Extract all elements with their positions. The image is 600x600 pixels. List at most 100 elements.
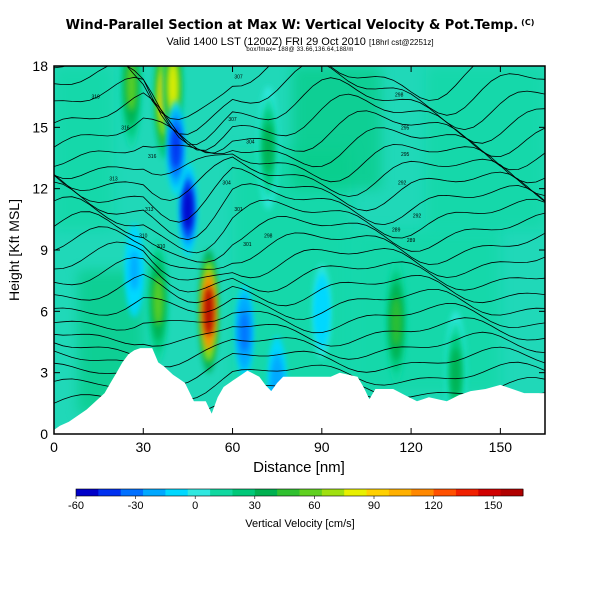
colorbar-segment (232, 489, 256, 496)
x-tick-label: 60 (225, 439, 241, 455)
theta-contour (54, 156, 545, 201)
updraft-core (167, 66, 179, 111)
theta-contour-label: 298 (264, 234, 273, 240)
colorbar-segment (254, 489, 278, 496)
colorbar-segment (455, 489, 479, 496)
chart-title-mark: (C) (521, 18, 535, 27)
field-band (292, 66, 382, 189)
updraft-core (450, 348, 461, 398)
theta-contour-label: 304 (222, 181, 231, 187)
theta-contour-labels: 319 316 316 313 313 310 310 307 307 304 304 301 301 2… (91, 74, 421, 250)
colorbar-tick-label: 0 (192, 500, 198, 512)
y-axis-label: Height [Kft MSL] (6, 199, 22, 301)
updraft-core (391, 297, 402, 347)
colorbar-segment (478, 489, 502, 496)
x-tick-label: 30 (135, 439, 151, 455)
theta-contour (54, 226, 545, 270)
theta-contour-label: 313 (109, 176, 118, 182)
downdraft-core (317, 291, 327, 332)
section-endpoints: box/fmax= 188@ 33.66,136.64,188/m (246, 47, 354, 53)
theta-contour (54, 110, 545, 158)
x-tick-label: 90 (314, 439, 330, 455)
theta-contour-label: 301 (234, 207, 243, 213)
theta-contour-label: 298 (395, 93, 404, 99)
colorbar-frame (75, 488, 524, 497)
colorbar-segment (143, 489, 166, 496)
theta-contour-label: 289 (392, 228, 401, 234)
theta-contour-label: 310 (139, 234, 148, 240)
colorbar-segment (76, 489, 99, 496)
theta-contour (54, 257, 545, 293)
plot-area: 319 316 316 313 313 310 310 307 307 304 304 301 301 2… (54, 66, 545, 434)
colorbar-tick-label: 120 (424, 500, 442, 512)
field-band (54, 66, 114, 230)
colorbar-tick-label: 90 (368, 500, 380, 512)
colorbar-tick-label: -30 (128, 500, 144, 512)
theta-contour (54, 181, 545, 241)
theta-contour-label: 310 (157, 244, 166, 250)
colorbar-segment (210, 489, 233, 496)
downdraft-core (183, 189, 193, 230)
colorbar-tick-label: 150 (484, 500, 502, 512)
theta-contour-label: 292 (413, 213, 422, 219)
theta-contour-label: 295 (401, 152, 410, 158)
field-band (351, 229, 501, 394)
colorbar-label: Vertical Velocity [cm/s] (245, 518, 354, 530)
theta-contour-label: 301 (243, 242, 252, 248)
theta-contour (54, 127, 545, 171)
x-tick-label: 120 (399, 439, 423, 455)
x-axis-label: Distance [nm] (253, 459, 345, 476)
theta-contour (54, 211, 545, 263)
theta-contour (54, 76, 545, 145)
theta-contour (54, 317, 545, 347)
x-tick-label: 150 (489, 439, 513, 455)
theta-contour-label: 289 (407, 238, 416, 244)
y-tick-label: 12 (32, 181, 48, 197)
forecast-note: [18hrl cst@2251z] (369, 38, 434, 47)
theta-contour (54, 196, 545, 254)
y-axis-ticks: 0 3 6 9 12 15 18 (32, 58, 545, 442)
colorbar-segment (388, 489, 412, 496)
colorbar-segment (165, 489, 189, 496)
colorbar-segment (299, 489, 323, 496)
theta-contour (54, 167, 545, 223)
downdraft-core (129, 250, 140, 291)
updraft-core (263, 123, 274, 173)
chart-title: Wind-Parallel Section at Max W: Vertical… (0, 18, 600, 33)
terrain (54, 348, 545, 434)
theta-contour (54, 289, 545, 320)
updraft-core (153, 276, 164, 326)
theta-contour (54, 273, 545, 307)
theta-contour-label: 307 (234, 74, 243, 80)
theta-contour-label: 316 (121, 125, 130, 131)
colorbar-segment (433, 489, 457, 496)
colorbar-segment (500, 489, 524, 496)
y-tick-label: 9 (40, 242, 48, 258)
valid-time-line: Valid 1400 LST (1200Z) FRI 29 Oct 2010 [… (0, 36, 600, 48)
theta-contour-label: 319 (91, 95, 100, 101)
colorbar-segment (411, 489, 435, 496)
colorbar: -60 -30 0 30 60 90 120 150 (68, 488, 524, 512)
theta-contour-label: 304 (246, 140, 255, 146)
theta-contour (54, 92, 545, 151)
y-tick-label: 0 (40, 426, 48, 442)
theta-contour (54, 66, 475, 120)
theta-contour (54, 144, 545, 184)
y-tick-label: 15 (32, 119, 48, 135)
y-tick-label: 3 (40, 365, 48, 381)
x-tick-label: 0 (50, 439, 58, 455)
theta-contour-label: 292 (398, 181, 407, 187)
theta-contour (54, 66, 545, 135)
theta-contour-label: 313 (145, 207, 154, 213)
theta-contour-label: 295 (401, 125, 410, 131)
colorbar-segment (344, 489, 368, 496)
updraft-core (126, 66, 137, 111)
colorbar-tick-label: 60 (308, 500, 320, 512)
y-tick-label: 18 (32, 58, 48, 74)
colorbar-segment (120, 489, 144, 496)
colorbar-segment (98, 489, 122, 496)
chart-title-text: Wind-Parallel Section at Max W: Vertical… (65, 18, 519, 33)
colorbar-segment (366, 489, 390, 496)
colorbar-segment (187, 489, 211, 496)
